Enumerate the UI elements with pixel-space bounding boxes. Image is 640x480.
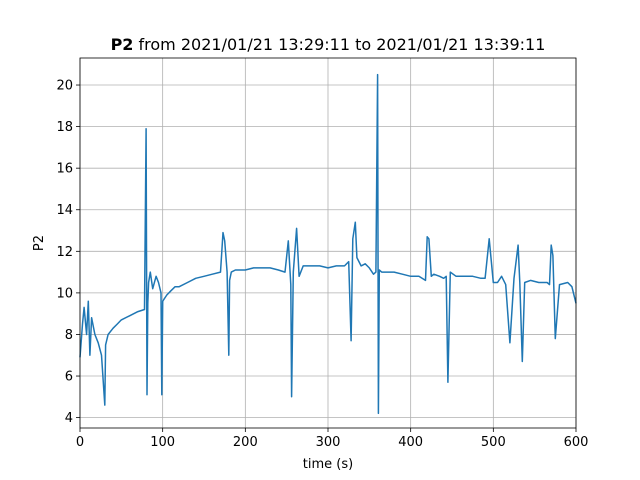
x-axis-label: time (s) [303, 457, 353, 472]
y-tick-label: 4 [65, 411, 73, 426]
y-tick-label: 18 [56, 120, 73, 135]
x-tick-label: 300 [316, 435, 341, 450]
chart-title-bold: P2 [111, 35, 134, 54]
y-tick-label: 20 [56, 79, 73, 94]
y-tick-label: 12 [56, 245, 73, 260]
x-tick-label: 200 [233, 435, 258, 450]
chart-title: P2 from 2021/01/21 13:29:11 to 2021/01/2… [111, 35, 546, 54]
x-tick-label: 400 [398, 435, 423, 450]
y-tick-label: 16 [56, 162, 73, 177]
y-tick-label: 8 [65, 328, 73, 343]
chart-title-rest: from 2021/01/21 13:29:11 to 2021/01/21 1… [133, 35, 545, 54]
x-tick-label: 600 [564, 435, 589, 450]
series-line [79, 73, 577, 415]
y-axis-label: P2 [32, 235, 47, 251]
ticks: 0 100 200 300 400 500 600 4 6 8 10 12 14 16 18 20 [56, 79, 588, 450]
y-tick-label: 6 [65, 370, 73, 385]
grid [79, 58, 577, 428]
x-tick-label: 500 [481, 435, 506, 450]
y-tick-label: 14 [56, 203, 73, 218]
x-tick-label: 100 [150, 435, 175, 450]
x-tick-label: 0 [76, 435, 84, 450]
y-tick-label: 10 [56, 286, 73, 301]
